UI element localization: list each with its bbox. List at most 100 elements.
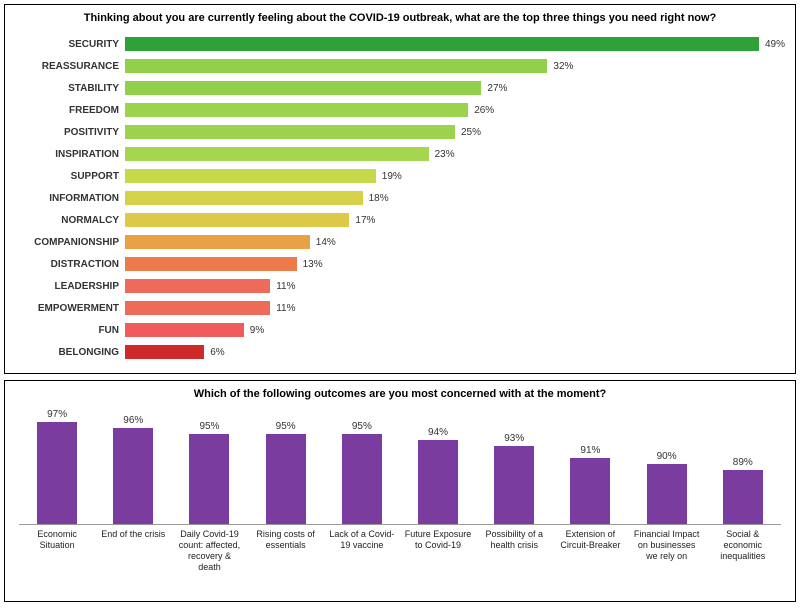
hbar-track: 11% bbox=[125, 301, 785, 315]
hbar-value: 26% bbox=[468, 105, 494, 116]
vbar-column: 95% bbox=[328, 421, 396, 524]
hbar-track: 11% bbox=[125, 279, 785, 293]
vbar-column: 95% bbox=[252, 421, 320, 524]
hbar-value: 27% bbox=[481, 83, 507, 94]
vbar-value: 97% bbox=[47, 409, 67, 420]
hbar bbox=[125, 191, 363, 205]
hbar-track: 19% bbox=[125, 169, 785, 183]
vbar-value: 90% bbox=[657, 451, 677, 462]
vbar-column: 95% bbox=[175, 421, 243, 524]
hbar-label: NORMALCY bbox=[15, 215, 125, 226]
hbar-track: 25% bbox=[125, 125, 785, 139]
hbar bbox=[125, 81, 481, 95]
hbar-value: 11% bbox=[270, 303, 295, 314]
hbar-track: 6% bbox=[125, 345, 785, 359]
hbar-value: 9% bbox=[244, 325, 264, 336]
hbar-row: REASSURANCE32% bbox=[15, 55, 785, 77]
vbar-column: 89% bbox=[709, 457, 777, 524]
hbar-row: STABILITY 27% bbox=[15, 77, 785, 99]
hbar-value: 11% bbox=[270, 281, 295, 292]
hbar bbox=[125, 235, 310, 249]
vbar bbox=[113, 428, 153, 524]
hbar-row: POSITIVITY25% bbox=[15, 121, 785, 143]
hbar-label: INSPIRATION bbox=[15, 149, 125, 160]
vbar-label: Social & economic inequalities bbox=[709, 529, 777, 572]
vbar-value: 94% bbox=[428, 427, 448, 438]
vbar bbox=[37, 422, 77, 524]
vbar-label: Rising costs of essentials bbox=[252, 529, 320, 572]
vbar-value: 95% bbox=[199, 421, 219, 432]
hbar-value: 13% bbox=[297, 259, 323, 270]
hbar bbox=[125, 301, 270, 315]
hbar-value: 19% bbox=[376, 171, 402, 182]
hbar bbox=[125, 147, 429, 161]
hbar-row: INSPIRATION 23% bbox=[15, 143, 785, 165]
hbar-row: SECURITY49% bbox=[15, 33, 785, 55]
vbar-value: 96% bbox=[123, 415, 143, 426]
hbar-label: INFORMATION bbox=[15, 193, 125, 204]
hbar-label: SUPPORT bbox=[15, 171, 125, 182]
vbar bbox=[266, 434, 306, 524]
hbar-row: NORMALCY 17% bbox=[15, 209, 785, 231]
hbar-row: BELONGING 6% bbox=[15, 341, 785, 363]
hbar-row: INFORMATION 18% bbox=[15, 187, 785, 209]
vbar bbox=[723, 470, 763, 524]
vbar bbox=[647, 464, 687, 524]
hbar-value: 23% bbox=[429, 149, 455, 160]
hbar bbox=[125, 257, 297, 271]
vbar-label: Extension of Circuit-Breaker bbox=[556, 529, 624, 572]
vbar-column: 97% bbox=[23, 409, 91, 524]
hbar-label: BELONGING bbox=[15, 347, 125, 358]
hbar-value: 32% bbox=[547, 61, 573, 72]
vbar-value: 91% bbox=[580, 445, 600, 456]
horizontal-bar-chart: SECURITY49%REASSURANCE32% STABILITY 27% FRE… bbox=[5, 29, 795, 369]
bottom-panel: Which of the following outcomes are you … bbox=[4, 380, 796, 602]
hbar-row: SUPPORT 19% bbox=[15, 165, 785, 187]
hbar-label: COMPANIONSHIP bbox=[15, 237, 125, 248]
hbar-value: 6% bbox=[204, 347, 224, 358]
hbar-row: FUN 9% bbox=[15, 319, 785, 341]
hbar-row: FREEDOM 26% bbox=[15, 99, 785, 121]
hbar-label: LEADERSHIP bbox=[15, 281, 125, 292]
hbar-track: 23% bbox=[125, 147, 785, 161]
hbar-value: 49% bbox=[759, 39, 785, 50]
vbar bbox=[342, 434, 382, 524]
vbar-column: 90% bbox=[633, 451, 701, 524]
hbar-value: 14% bbox=[310, 237, 336, 248]
vertical-labels-area: Economic SituationEnd of the crisisDaily… bbox=[19, 525, 781, 572]
hbar-row: COMPANIONSHIP 14% bbox=[15, 231, 785, 253]
vbar-column: 96% bbox=[99, 415, 167, 524]
top-panel: Thinking about you are currently feeling… bbox=[4, 4, 796, 374]
hbar-row: LEADERSHIP 11% bbox=[15, 275, 785, 297]
vbar-label: Possibility of a health crisis bbox=[480, 529, 548, 572]
vbar-column: 94% bbox=[404, 427, 472, 524]
hbar bbox=[125, 213, 349, 227]
vbar-label: End of the crisis bbox=[99, 529, 167, 572]
vbar-value: 89% bbox=[733, 457, 753, 468]
hbar-track: 17% bbox=[125, 213, 785, 227]
hbar bbox=[125, 345, 204, 359]
hbar-row: DISTRACTION 13% bbox=[15, 253, 785, 275]
bottom-chart-title: Which of the following outcomes are you … bbox=[5, 381, 795, 405]
vbar-label: Daily Covid-19 count: affected, recovery… bbox=[175, 529, 243, 572]
hbar-track: 9% bbox=[125, 323, 785, 337]
hbar-label: FUN bbox=[15, 325, 125, 336]
hbar-label: FREEDOM bbox=[15, 105, 125, 116]
vbar-label: Future Exposure to Covid-19 bbox=[404, 529, 472, 572]
hbar-label: STABILITY bbox=[15, 83, 125, 94]
hbar-track: 13% bbox=[125, 257, 785, 271]
vbar bbox=[494, 446, 534, 524]
hbar-label: EMPOWERMENT bbox=[15, 303, 125, 314]
vbar-label: Financial Impact on businesses we rely o… bbox=[633, 529, 701, 572]
hbar bbox=[125, 169, 376, 183]
hbar bbox=[125, 37, 759, 51]
hbar-value: 18% bbox=[363, 193, 389, 204]
hbar bbox=[125, 323, 244, 337]
hbar bbox=[125, 125, 455, 139]
vbar-value: 93% bbox=[504, 433, 524, 444]
hbar-value: 17% bbox=[349, 215, 375, 226]
hbar-track: 49% bbox=[125, 37, 785, 51]
vbar-label: Economic Situation bbox=[23, 529, 91, 572]
vbar-value: 95% bbox=[352, 421, 372, 432]
hbar-label: DISTRACTION bbox=[15, 259, 125, 270]
